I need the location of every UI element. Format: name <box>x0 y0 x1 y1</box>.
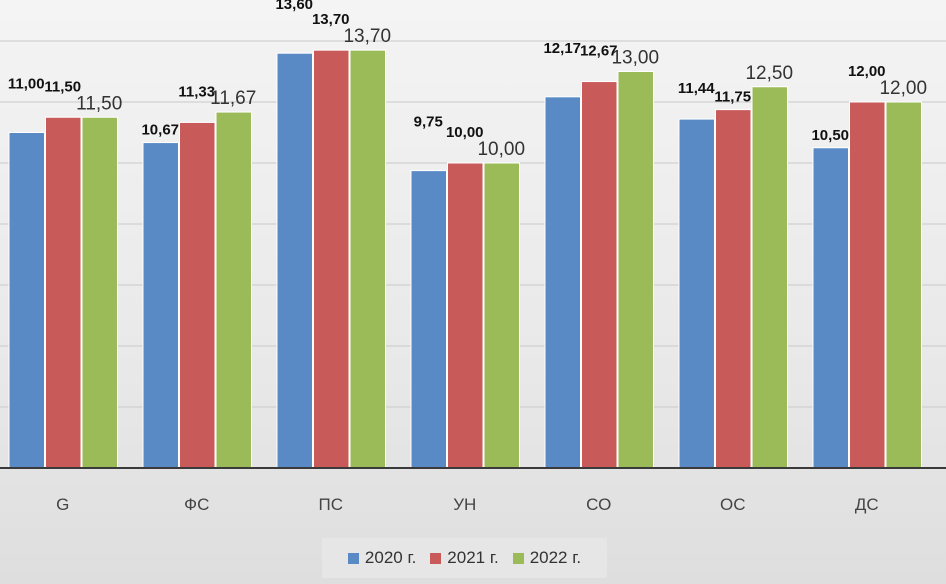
data-label-1-1: 11,00 <box>8 76 45 93</box>
data-label-2-7: 12,00 <box>848 63 886 80</box>
data-label-3-3: 13,70 <box>343 26 391 47</box>
data-label-1-4: 9,75 <box>414 114 443 131</box>
legend-label-2021: 2021 г. <box>447 548 499 567</box>
legend-label-2022: 2022 г. <box>529 548 582 567</box>
data-label-2-4: 10,00 <box>446 124 484 141</box>
category-label-7: ДС <box>855 495 879 514</box>
bar-1-3 <box>276 52 313 469</box>
legend-label-2020: 2020 г. <box>364 548 417 567</box>
category-label-6: ОС <box>720 495 746 514</box>
bar-2-4 <box>447 162 484 469</box>
data-label-1-6: 11,44 <box>678 80 715 97</box>
category-label-3: ПС <box>319 495 344 514</box>
data-label-3-2: 11,67 <box>210 88 256 109</box>
legend-item-2021: 2021 г. <box>430 548 499 568</box>
data-label-1-2: 10,67 <box>141 122 179 139</box>
data-label-2-1: 11,50 <box>44 78 81 95</box>
category-label-4: УН <box>453 495 476 514</box>
legend-item-2020: 2020 г. <box>347 548 417 568</box>
category-label-2: ФС <box>184 495 209 514</box>
legend-swatch-2022 <box>512 552 524 564</box>
data-label-3-7: 12,00 <box>879 78 927 99</box>
bar-3-4 <box>483 162 520 469</box>
bar-3-1 <box>81 116 118 469</box>
bar-2-2 <box>179 121 216 469</box>
data-label-2-5: 12,67 <box>580 43 618 60</box>
legend-swatch-2021 <box>430 552 442 564</box>
bar-1-1 <box>8 132 45 469</box>
bar-1-7 <box>812 147 849 469</box>
bar-2-5 <box>581 81 618 469</box>
bar-3-5 <box>617 71 654 469</box>
legend: 2020 г. 2021 г. 2022 г. <box>322 538 607 578</box>
data-label-2-6: 11,75 <box>714 89 751 106</box>
bar-1-5 <box>544 96 581 469</box>
bar-1-6 <box>678 118 715 469</box>
data-label-2-3: 13,70 <box>312 11 350 28</box>
data-label-3-5: 13,00 <box>611 48 659 69</box>
category-label-1: G <box>56 495 69 514</box>
data-label-1-5: 12,17 <box>543 40 581 57</box>
value-labels: 11,00 11,5011,5010,6711,3311,6713,6013,70… <box>8 0 927 160</box>
data-label-3-4: 10,00 <box>477 139 525 160</box>
bar-2-6 <box>715 109 752 469</box>
legend-swatch-2020 <box>347 552 359 564</box>
data-label-1-7: 10,50 <box>811 127 849 144</box>
bar-2-3 <box>313 49 350 469</box>
bar-3-2 <box>215 111 252 469</box>
data-label-3-6: 12,50 <box>745 63 793 84</box>
bar-2-7 <box>849 101 886 469</box>
legend-item-2022: 2022 г. <box>512 548 582 568</box>
bar-1-4 <box>410 170 447 469</box>
category-labels: G ФС ПС УН СО ОС ДС <box>56 495 879 514</box>
data-label-2-2: 11,33 <box>178 83 215 100</box>
bar-1-2 <box>142 142 179 469</box>
bar-3-3 <box>349 49 386 469</box>
bar-3-7 <box>885 101 922 469</box>
data-label-3-1: 11,50 <box>76 93 122 114</box>
bars <box>8 49 922 469</box>
data-label-1-3: 13,60 <box>275 0 313 13</box>
category-label-5: СО <box>586 495 611 514</box>
bar-2-1 <box>45 116 82 469</box>
bar-3-6 <box>751 86 788 469</box>
